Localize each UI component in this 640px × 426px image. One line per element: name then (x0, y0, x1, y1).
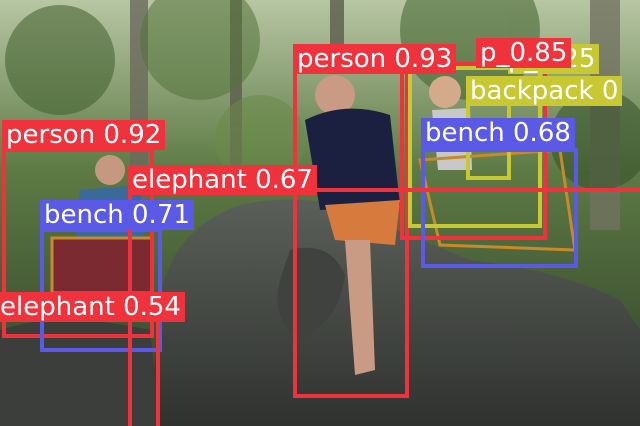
detection-label: backpack 0 (466, 76, 623, 106)
detection-label: elephant 0.54 (0, 292, 185, 322)
detection-label: person 0.92 (2, 120, 166, 150)
bench-bounding-box (421, 148, 578, 268)
detection-label: elephant 0.67 (128, 165, 317, 195)
bench-bounding-box (40, 228, 162, 352)
elephant-bounding-box (128, 188, 640, 426)
elephant-body (150, 199, 640, 426)
detection-label: person 0.93 (293, 44, 457, 74)
person-bounding-box (2, 148, 154, 338)
detection-label: p_0.85 (476, 38, 572, 68)
detection-label: bench 0.68 (421, 118, 575, 148)
rider-main (305, 75, 400, 375)
detection-label: bench 0.71 (40, 200, 194, 230)
elephant-bounding-box (0, 318, 160, 426)
leaf-clusters (5, 0, 640, 190)
